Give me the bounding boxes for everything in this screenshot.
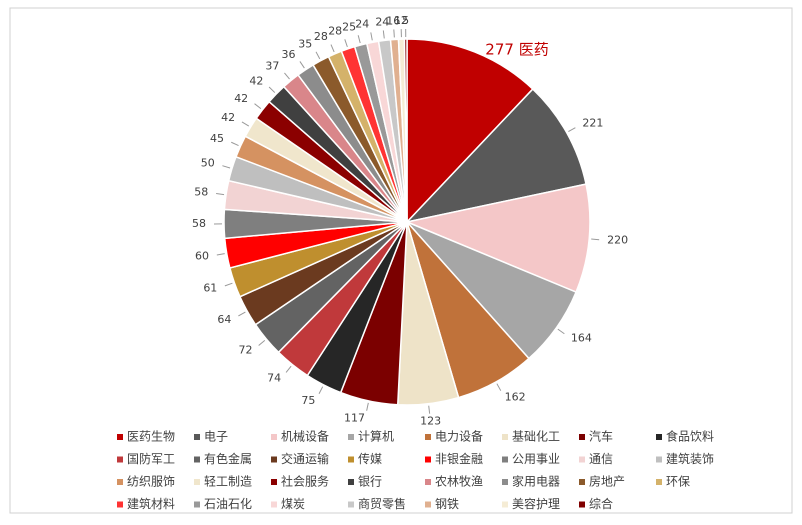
legend-swatch [194,479,200,485]
legend-swatch [502,502,508,508]
data-label: 45 [210,132,224,145]
legend-swatch [117,502,123,508]
legend-swatch [117,434,123,440]
data-label: 28 [328,25,342,38]
legend-label: 房地产 [589,474,625,489]
legend-swatch [502,434,508,440]
legend-swatch [502,479,508,485]
data-label: 58 [194,185,208,198]
legend-label: 电力设备 [435,430,483,444]
legend-label: 钢铁 [435,497,459,511]
legend-label: 纺织服饰 [127,475,175,489]
legend-label: 食品饮料 [666,429,714,444]
legend-label: 公用事业 [512,452,560,466]
data-label: 164 [571,331,592,344]
legend-label: 机械设备 [281,429,329,444]
legend-swatch [425,434,431,440]
legend-label: 家用电器 [512,474,560,489]
data-label: 58 [192,217,206,230]
legend-label: 轻工制造 [204,475,252,489]
legend-swatch [502,457,508,463]
data-label: 220 [607,234,628,247]
data-label: 117 [344,412,365,425]
legend-swatch [117,457,123,463]
data-label: 36 [281,48,295,61]
legend-swatch [271,502,277,508]
leader-line [394,29,395,37]
legend-swatch [271,457,277,463]
legend-swatch [579,502,585,508]
legend-label: 有色金属 [204,451,252,466]
legend-label: 传媒 [358,451,382,466]
data-label: 61 [203,281,217,294]
legend-swatch [348,434,354,440]
legend-label: 美容护理 [512,496,560,511]
data-label: 42 [234,92,248,105]
legend-label: 商贸零售 [358,496,406,511]
legend-label: 电子 [204,430,228,444]
legend-swatch [656,457,662,463]
data-label: 277 医药 [485,41,548,59]
legend-label: 煤炭 [281,497,305,511]
data-label: 42 [221,111,235,124]
legend-swatch [194,502,200,508]
legend-swatch [425,479,431,485]
data-label: 24 [355,18,369,31]
legend-swatch [425,457,431,463]
legend-label: 汽车 [589,429,613,444]
legend-label: 国防军工 [127,451,175,466]
data-label: 25 [342,21,356,34]
data-label: 60 [195,249,209,262]
legend-swatch [348,502,354,508]
legend-label: 综合 [589,496,613,511]
legend-swatch [656,434,662,440]
legend-label: 通信 [589,452,613,466]
data-label: 35 [298,38,312,51]
legend-swatch [348,479,354,485]
legend-swatch [194,434,200,440]
legend-swatch [579,457,585,463]
data-label: 75 [301,394,315,407]
data-label: 28 [314,30,328,43]
data-label: 50 [201,156,215,169]
legend-swatch [425,502,431,508]
data-label: 42 [249,74,263,87]
legend-label: 非银金融 [435,451,483,466]
legend-swatch [271,479,277,485]
data-label: 123 [420,415,441,428]
legend-swatch [271,434,277,440]
data-label: 5 [402,14,409,27]
legend-label: 交通运输 [281,451,329,466]
legend-label: 农林牧渔 [435,475,483,489]
legend-swatch [117,479,123,485]
legend-swatch [579,479,585,485]
legend-label: 建筑材料 [127,496,175,511]
legend-label: 基础化工 [512,430,560,444]
legend-swatch [579,434,585,440]
legend-swatch [194,457,200,463]
legend-label: 医药生物 [127,430,175,444]
data-label: 74 [267,372,281,385]
legend-label: 环保 [666,475,690,489]
legend-label: 计算机 [358,429,394,444]
data-label: 72 [239,344,253,357]
data-label: 221 [582,117,603,130]
legend-label: 社会服务 [281,474,329,489]
data-label: 162 [505,391,526,404]
legend-label: 银行 [358,475,382,489]
legend-label: 建筑装饰 [666,451,714,466]
legend-swatch [348,457,354,463]
legend-swatch [656,479,662,485]
legend-label: 石油石化 [204,497,252,511]
data-label: 64 [217,313,231,326]
data-label: 37 [265,60,279,73]
